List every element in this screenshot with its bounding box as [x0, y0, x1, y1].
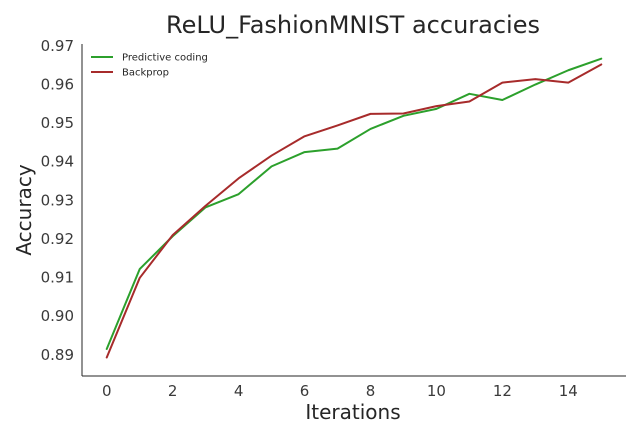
y-tick-label: 0.96	[41, 76, 74, 94]
x-tick-label: 2	[168, 382, 178, 400]
y-tick-label: 0.95	[41, 114, 74, 132]
x-tick-label: 6	[300, 382, 310, 400]
y-tick-label: 0.92	[41, 230, 74, 248]
legend-label: Predictive coding	[122, 53, 208, 64]
x-tick-label: 0	[102, 382, 112, 400]
legend: Predictive coding Backprop	[91, 53, 208, 79]
series-line-backprop	[105, 63, 603, 359]
chart-title: ReLU_FashionMNIST accuracies	[166, 11, 540, 39]
x-tick-label: 10	[427, 382, 446, 400]
y-axis-label: Accuracy	[12, 164, 36, 255]
x-tick-label: 14	[559, 382, 578, 400]
y-tick-label: 0.94	[41, 153, 74, 171]
x-tick-label: 12	[493, 382, 512, 400]
x-tick-labels: 0 2 4 6 8 10 12 14	[102, 382, 578, 400]
y-tick-label: 0.90	[41, 307, 74, 325]
series-lines	[105, 57, 603, 359]
x-tick-label: 4	[234, 382, 244, 400]
series-line-predictive-coding	[105, 57, 603, 350]
axes	[81, 44, 626, 377]
y-tick-label: 0.91	[41, 269, 74, 287]
x-tick-label: 8	[366, 382, 376, 400]
y-tick-labels: 0.89 0.90 0.91 0.92 0.93 0.94 0.95 0.96 0.97	[41, 37, 74, 364]
legend-label: Backprop	[122, 68, 169, 79]
y-tick-label: 0.97	[41, 37, 74, 55]
x-axis-label: Iterations	[305, 400, 400, 424]
y-tick-label: 0.93	[41, 191, 74, 209]
y-tick-label: 0.89	[41, 346, 74, 364]
